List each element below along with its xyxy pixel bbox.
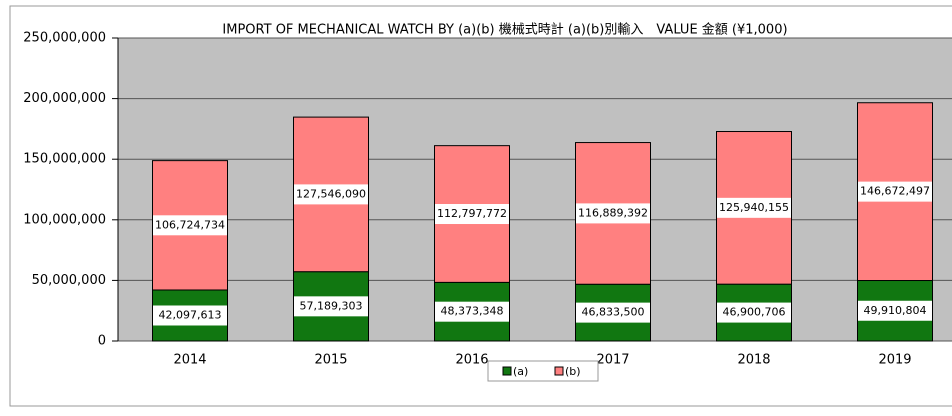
y-tick-label: 250,000,000 (23, 31, 106, 46)
value-label: 146,672,497 (860, 185, 930, 198)
value-label: 116,889,392 (578, 206, 648, 219)
x-tick-label: 2014 (173, 353, 206, 368)
chart-title: IMPORT OF MECHANICAL WATCH BY (a)(b) 機械式… (222, 22, 787, 38)
plot-area (118, 38, 952, 341)
y-tick-label: 50,000,000 (32, 273, 106, 288)
value-label: 49,910,804 (864, 304, 927, 317)
value-label-box (294, 296, 368, 317)
legend-label: (b) (565, 365, 581, 378)
value-label-box (153, 305, 227, 326)
x-tick-label: 2017 (596, 353, 629, 368)
value-label-box (435, 204, 509, 225)
value-label-box (717, 302, 791, 323)
x-tick-label: 2015 (314, 353, 347, 368)
y-tick-label: 200,000,000 (23, 91, 106, 106)
value-label-box (858, 300, 932, 321)
value-label-box (153, 215, 227, 236)
value-label-box (576, 302, 650, 323)
value-label-box (435, 301, 509, 322)
value-label-box (294, 184, 368, 205)
x-tick-label: 2016 (455, 353, 488, 368)
value-label: 48,373,348 (441, 305, 504, 318)
value-label: 57,189,303 (300, 299, 363, 312)
y-tick-label: 100,000,000 (23, 212, 106, 227)
legend-label: (a) (513, 365, 528, 378)
y-tick-label: 150,000,000 (23, 152, 106, 167)
value-label: 42,097,613 (159, 308, 222, 321)
y-tick-label: 0 (98, 334, 106, 349)
value-label: 106,724,734 (155, 218, 225, 231)
value-label: 112,797,772 (437, 207, 507, 220)
legend-swatch (554, 366, 564, 376)
value-label: 125,940,155 (719, 201, 789, 214)
legend-swatch (502, 366, 512, 376)
value-label-box (576, 203, 650, 224)
legend-box (487, 360, 599, 382)
value-label: 127,546,090 (296, 187, 366, 200)
x-tick-label: 2018 (737, 353, 770, 368)
value-label-box (717, 197, 791, 218)
value-label-box (858, 181, 932, 202)
value-label: 46,900,706 (723, 306, 786, 319)
x-tick-label: 2019 (878, 353, 911, 368)
value-label: 46,833,500 (582, 306, 645, 319)
